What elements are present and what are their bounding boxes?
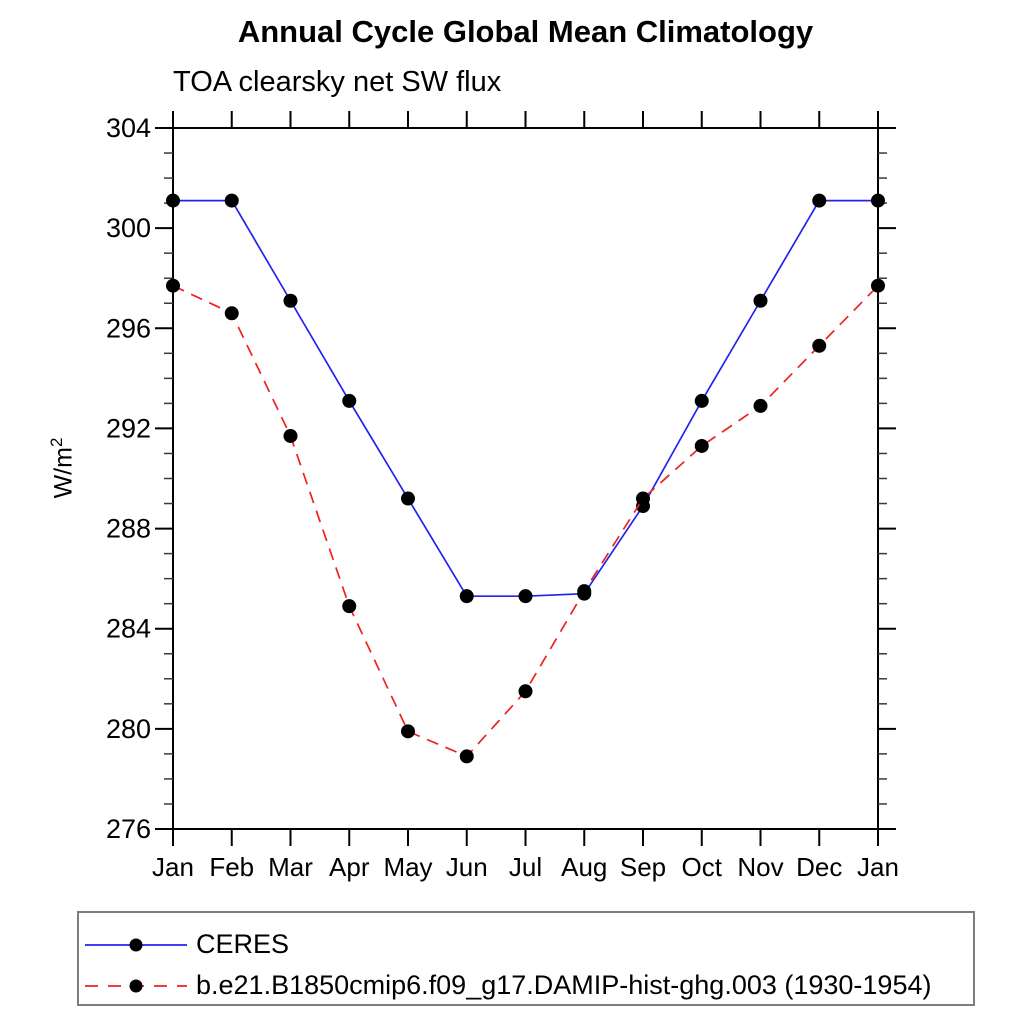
y-tick-label: 284 [106, 614, 151, 644]
y-tick-label: 296 [106, 313, 151, 343]
y-tick-label: 300 [106, 213, 151, 243]
x-tick-label: Jul [509, 852, 542, 882]
x-tick-label: May [383, 852, 432, 882]
data-point-marker-0 [224, 193, 239, 208]
series-line-0 [173, 199, 878, 598]
y-tick-label: 292 [106, 413, 151, 443]
data-point-marker-0 [342, 393, 357, 408]
y-tick-label: 280 [106, 714, 151, 744]
x-tick-label: Jun [446, 852, 488, 882]
legend-label-model: b.e21.B1850cmip6.f09_g17.DAMIP-hist-ghg.… [196, 970, 932, 1000]
data-point-marker-1 [459, 749, 474, 764]
data-point-marker-0 [459, 589, 474, 604]
data-point-marker-1 [871, 278, 885, 293]
plot-area: Jan Feb Mar Apr May Jun Jul Aug Sep Oct Nov Dec Jan2… [106, 111, 899, 882]
x-tick-label: Dec [796, 852, 842, 882]
data-point-marker-1 [224, 306, 239, 321]
x-tick-label: Apr [329, 852, 370, 882]
data-point-marker-0 [166, 193, 180, 208]
data-point-marker-0 [694, 393, 709, 408]
legend-item-model: b.e21.B1850cmip6.f09_g17.DAMIP-hist-ghg.… [79, 965, 973, 1006]
x-tick-label: Nov [737, 852, 783, 882]
data-point-marker-0 [518, 589, 533, 604]
chart-title: Annual Cycle Global Mean Climatology [237, 14, 814, 49]
data-point-marker-1 [518, 684, 533, 699]
data-point-marker-1 [694, 438, 709, 453]
data-point-marker-0 [871, 193, 885, 208]
data-point-marker-1 [283, 428, 298, 443]
plot-frame [172, 127, 879, 830]
data-point-marker-1 [753, 398, 768, 413]
x-tick-label: Mar [268, 852, 313, 882]
data-point-marker-0 [753, 293, 768, 308]
legend-swatch-solid-line [85, 938, 187, 951]
data-point-marker-0 [283, 293, 298, 308]
data-point-marker-1 [342, 599, 357, 614]
legend-item-ceres: CERES [79, 924, 973, 965]
data-point-marker-1 [812, 338, 827, 353]
legend-swatch-marker [129, 979, 143, 992]
data-point-marker-1 [401, 724, 415, 739]
legend-swatch-marker [129, 938, 143, 951]
y-tick-label: 304 [106, 113, 151, 143]
data-point-marker-1 [636, 491, 650, 506]
x-tick-label: Aug [561, 852, 607, 882]
data-point-marker-1 [577, 584, 592, 599]
data-point-marker-0 [812, 193, 827, 208]
x-tick-label: Feb [209, 852, 254, 882]
data-point-marker-1 [166, 278, 180, 293]
legend-box: CERES b.e21.B1850cmip6.f09_g17.DAMIP-his… [77, 911, 975, 1006]
y-tick-label: 288 [106, 514, 151, 544]
legend-label-ceres: CERES [196, 929, 290, 959]
x-tick-label: Oct [682, 852, 723, 882]
legend-swatch-dashed-line [85, 979, 187, 992]
x-tick-label: Jan [152, 852, 194, 882]
x-tick-label: Jan [857, 852, 899, 882]
data-point-marker-0 [401, 491, 415, 506]
chart-subtitle: TOA clearsky net SW flux [173, 66, 502, 98]
x-tick-label: Sep [620, 852, 666, 882]
y-tick-label: 276 [106, 814, 151, 844]
